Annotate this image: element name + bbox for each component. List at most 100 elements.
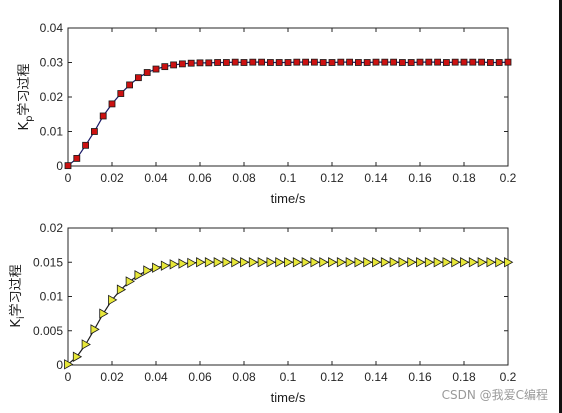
kp-data-point — [205, 59, 213, 67]
kp-data-point — [372, 58, 380, 66]
ki-data-point — [187, 257, 197, 269]
kp-data-point — [328, 59, 336, 66]
ki-data-point — [460, 257, 470, 268]
kp-y-axis-label: Kp学习过程 — [16, 64, 35, 131]
ki-data-point — [433, 257, 443, 268]
kp-data-point — [196, 59, 204, 67]
kp-data-point — [73, 155, 81, 162]
kp-y-label-sub: p — [24, 116, 35, 122]
kp-data-point — [170, 61, 178, 69]
kp-data-point — [504, 58, 512, 66]
ki-data-point — [257, 257, 267, 268]
kp-data-point — [495, 59, 503, 66]
ki-y-tick-label: 0.01 — [40, 290, 64, 304]
ki-data-point — [266, 257, 276, 268]
kp-x-axis-label: time/s — [271, 191, 306, 206]
kp-data-point — [284, 59, 292, 66]
ki-x-tick-label: 0.02 — [100, 370, 124, 384]
ki-y-label-main: K — [9, 319, 24, 328]
kp-data-point — [258, 58, 266, 66]
kp-y-tick-label: 0.02 — [40, 90, 64, 104]
ki-x-tick-label: 0.14 — [364, 370, 388, 384]
ki-data-point — [99, 308, 109, 319]
ki-data-point — [222, 257, 232, 268]
watermark: CSDN @我爱C编程 — [442, 387, 548, 402]
ki-plot-area — [67, 227, 509, 366]
kp-data-point — [187, 59, 195, 67]
kp-y-label-main: K — [17, 121, 32, 130]
kp-x-tick-label: 0.16 — [408, 171, 432, 185]
ki-data-point — [152, 262, 162, 273]
ki-data-point — [372, 257, 382, 268]
kp-data-point — [82, 141, 89, 149]
kp-data-point — [354, 59, 362, 66]
kp-data-point — [108, 100, 116, 108]
ki-y-tick-label: 0.005 — [33, 324, 63, 338]
kp-data-point — [381, 58, 389, 66]
kp-data-point — [460, 58, 468, 66]
ki-y-label-sub: i — [16, 316, 27, 319]
ki-data-point — [116, 284, 127, 295]
kp-data-point — [249, 58, 257, 66]
ki-y-tick-label: 0.015 — [33, 255, 63, 269]
ki-x-tick-label: 0.08 — [232, 370, 256, 384]
ki-data-point — [160, 260, 171, 271]
kp-data-point — [346, 58, 354, 66]
right-edge-bar — [559, 0, 562, 413]
kp-data-point — [222, 59, 230, 66]
kp-data-point — [390, 58, 398, 66]
kp-data-point — [486, 59, 494, 66]
ki-data-point — [108, 294, 118, 306]
ki-data-point — [336, 257, 347, 268]
ki-series — [64, 257, 514, 370]
ki-data-point — [72, 351, 83, 362]
ki-data-point — [81, 339, 91, 350]
kp-data-point — [117, 90, 125, 97]
ki-data-point — [345, 257, 355, 268]
ki-data-point — [284, 257, 294, 268]
ki-data-point — [389, 257, 399, 268]
ki-data-point — [354, 257, 364, 268]
ki-data-point — [363, 257, 373, 268]
ki-y-tick-label: 0 — [56, 358, 63, 372]
ki-data-point — [90, 324, 100, 335]
kp-data-point — [152, 65, 160, 73]
ki-data-point — [477, 257, 487, 268]
kp-data-point — [478, 58, 486, 66]
kp-data-point — [240, 59, 248, 66]
kp-data-point — [214, 59, 222, 66]
ki-y-axis-label: Ki学习过程 — [8, 264, 27, 327]
kp-data-point — [99, 112, 107, 120]
ki-data-point — [398, 257, 408, 268]
ki-data-point — [248, 257, 259, 268]
kp-data-point — [302, 58, 310, 66]
ki-data-point — [231, 257, 241, 268]
kp-data-point — [434, 58, 442, 66]
ki-data-point — [213, 257, 223, 268]
ki-data-point — [495, 257, 505, 268]
ki-data-point — [178, 258, 188, 269]
kp-data-point — [337, 58, 345, 66]
ki-data-point — [64, 359, 74, 370]
kp-learning-chart: 0 0.02 0.04 0.06 0.08 0.1 0.12 0.14 0.16 0.18 0.2 0… — [16, 21, 517, 206]
ki-data-point — [328, 257, 338, 268]
ki-data-point — [134, 270, 144, 281]
ki-x-tick-label: 0.16 — [408, 370, 432, 384]
ki-data-point — [310, 257, 320, 268]
ki-y-tick-label: 0.02 — [40, 221, 64, 235]
ki-data-point — [504, 257, 514, 268]
ki-y-label-rest: 学习过程 — [8, 264, 24, 316]
kp-x-tick-label: 0.18 — [452, 171, 476, 185]
kp-x-tick-label: 0.14 — [364, 171, 388, 185]
kp-data-point — [266, 59, 274, 66]
kp-x-tick-label: 0.12 — [320, 171, 344, 185]
kp-data-point — [416, 58, 424, 66]
kp-x-tick-label: 0.04 — [144, 171, 168, 185]
kp-y-tick-label: 0 — [56, 159, 63, 173]
ki-x-tick-label: 0.04 — [144, 370, 168, 384]
ki-data-point — [204, 257, 215, 268]
ki-x-tick-label: 0.18 — [452, 370, 476, 384]
ki-data-point — [292, 257, 303, 268]
kp-data-point — [451, 58, 459, 66]
